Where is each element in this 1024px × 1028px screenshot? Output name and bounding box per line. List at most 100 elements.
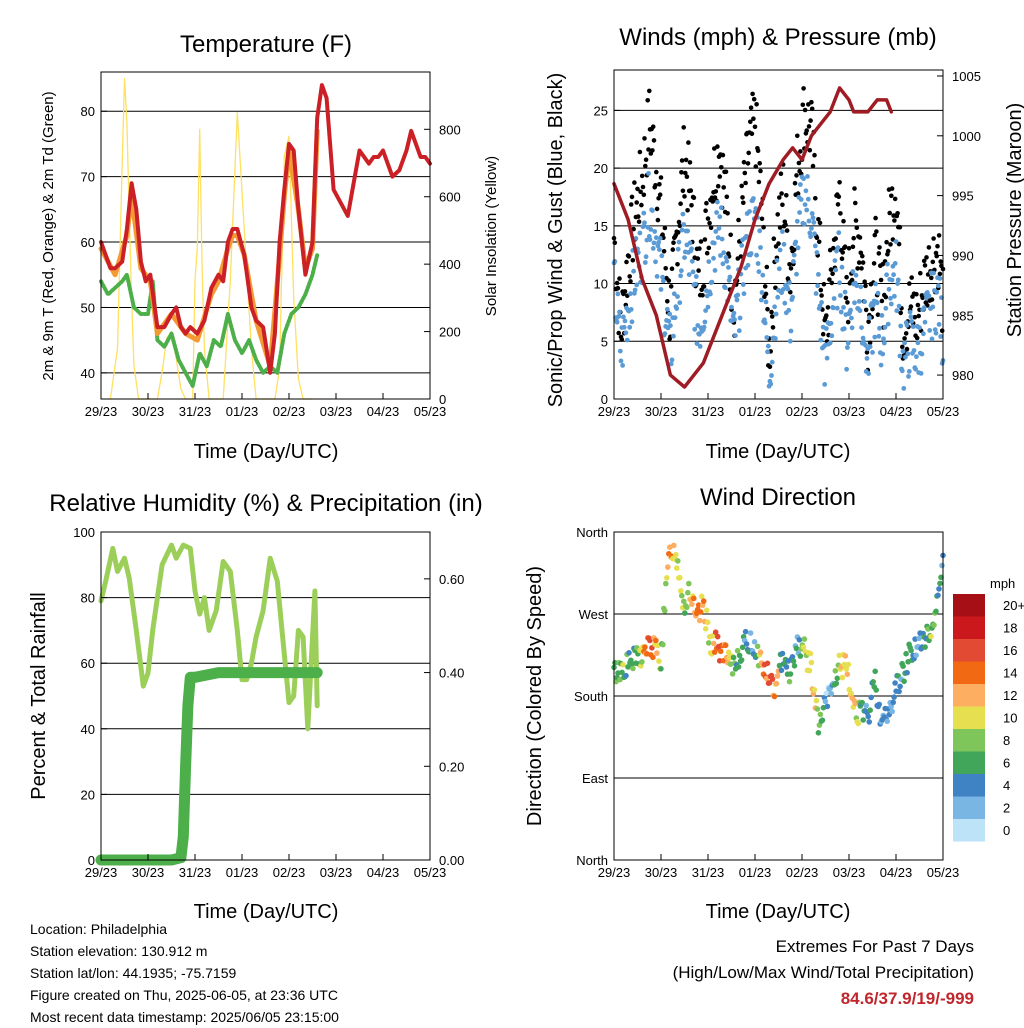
humidity-left-tick-label: 100 (73, 525, 95, 540)
humidity-left-tick-label: 20 (81, 787, 95, 802)
wind-point (758, 297, 764, 303)
wind-point (668, 361, 674, 367)
gust-point (619, 337, 625, 342)
gust-point (795, 133, 800, 139)
wind-point (805, 196, 811, 202)
direction-point (625, 664, 631, 670)
direction-point (860, 717, 866, 723)
direction-point (811, 687, 818, 693)
wind-point (726, 265, 731, 270)
extremes-values: 84.6/37.9/19/-999 (840, 989, 974, 1008)
gust-point (615, 285, 621, 291)
direction-time-tick-label: 02/23 (786, 865, 819, 880)
speed-legend-swatch (953, 594, 985, 617)
direction-point (889, 708, 895, 715)
wind-point (762, 320, 768, 326)
gust-point (887, 210, 892, 216)
direction-point (773, 680, 780, 687)
direction-point (704, 619, 711, 626)
gust-point (876, 251, 882, 256)
direction-left-tick-label: North (576, 525, 608, 540)
gust-point (839, 256, 845, 262)
humidity-right-ticks: 0.00 0.20 0.40 0.60 (424, 572, 464, 868)
gust-point (915, 302, 921, 308)
winds-right-tick-label: 995 (952, 189, 974, 204)
gust-point (883, 294, 889, 300)
gust-point (698, 239, 704, 244)
gust-point (853, 200, 858, 206)
wind-point (715, 199, 720, 205)
gust-point (851, 235, 856, 241)
gust-point (689, 203, 694, 208)
wind-point (806, 218, 812, 224)
wind-point (911, 348, 917, 353)
wind-point (876, 333, 882, 339)
direction-point (843, 666, 850, 672)
winds-panel: Winds (mph) & Pressure (mb) 0 5 10 15 20 25 9… (545, 24, 1024, 463)
winds-time-tick-label: 29/23 (598, 404, 631, 419)
direction-point (679, 592, 685, 599)
temperature-right-tick-label: 800 (439, 122, 461, 137)
gust-point (697, 246, 702, 251)
wind-point (829, 333, 835, 339)
gust-point (836, 194, 842, 199)
gust-point (813, 196, 818, 201)
wind-point (899, 368, 905, 374)
wind-point (687, 240, 693, 246)
wind-point (615, 291, 621, 297)
winds-left-tick-label: 25 (594, 103, 608, 118)
wind-point (711, 240, 717, 246)
gust-point (791, 247, 797, 253)
direction-point (743, 641, 750, 647)
direction-point (808, 659, 815, 666)
humidity-left-tick-label: 40 (81, 722, 95, 737)
direction-point (839, 674, 846, 681)
wind-point (718, 253, 723, 258)
gust-point (806, 124, 812, 129)
gust-point (661, 249, 667, 254)
gust-point (704, 250, 710, 256)
humidity-time-tick-label: 31/23 (179, 865, 212, 880)
direction-point (928, 633, 934, 640)
gust-point (787, 262, 792, 267)
direction-point (801, 636, 808, 642)
direction-point (660, 641, 666, 648)
wind-point (938, 334, 944, 339)
gust-point (642, 136, 647, 141)
wind-point (902, 340, 907, 346)
wind-point (628, 291, 633, 297)
direction-point (671, 542, 677, 549)
wind-point (617, 309, 622, 315)
wind-point (782, 300, 788, 306)
wind-point (669, 357, 675, 363)
wind-point (838, 309, 844, 315)
speed-legend-label: 20+ (1003, 598, 1024, 613)
winds-left-tick-label: 20 (594, 161, 608, 176)
wind-point (935, 283, 941, 289)
winds-time-tick-label: 04/23 (880, 404, 913, 419)
direction-point (739, 644, 746, 651)
extremes-subheading: (High/Low/Max Wind/Total Precipitation) (672, 963, 974, 982)
direction-point (730, 654, 737, 661)
temperature-left-tick-label: 50 (81, 300, 95, 315)
gust-point (717, 174, 723, 179)
wind-point (724, 258, 730, 264)
wind-point (886, 286, 892, 292)
gust-point (725, 211, 730, 216)
wind-point (841, 305, 846, 310)
gust-point (612, 240, 618, 245)
winds-time-tick-label: 02/23 (786, 404, 819, 419)
wind-point (702, 319, 708, 325)
gust-point (691, 195, 697, 200)
wind-point (919, 351, 925, 357)
speed-legend-label: 8 (1003, 733, 1010, 748)
wind-point (734, 297, 740, 303)
direction-point (747, 630, 754, 636)
direction-point (922, 644, 928, 650)
wind-point (798, 182, 803, 187)
direction-point (681, 598, 687, 605)
gust-point (745, 161, 751, 166)
gust-point (885, 248, 891, 254)
gust-point (863, 283, 868, 289)
gust-point (777, 195, 782, 200)
